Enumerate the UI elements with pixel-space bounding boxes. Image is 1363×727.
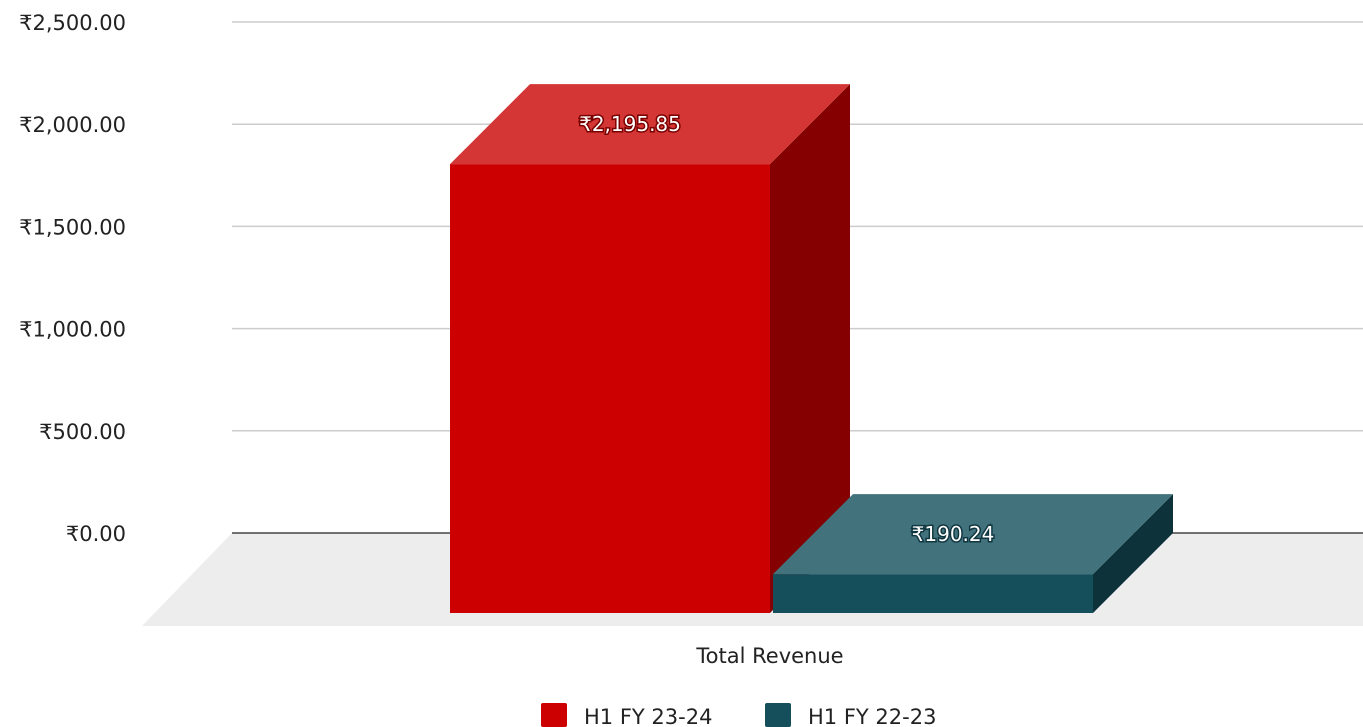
bar-front-face: [450, 164, 770, 613]
bar-top-face: [450, 84, 850, 165]
bars: [450, 84, 1173, 613]
bar-side-face: [770, 84, 850, 613]
legend-swatch: [541, 703, 567, 727]
y-tick-label: ₹500.00: [39, 420, 126, 444]
y-tick-label: ₹1,000.00: [19, 318, 126, 342]
legend-item: H1 FY 22-23: [765, 703, 936, 727]
y-tick-label: ₹2,000.00: [19, 113, 126, 137]
legend-label: H1 FY 23-24: [584, 705, 712, 727]
y-axis-tick-labels: ₹2,500.00 ₹2,000.00 ₹1,500.00 ₹1,000.00 ₹500…: [19, 11, 126, 546]
legend-item: H1 FY 23-24: [541, 703, 712, 727]
data-label: ₹190.24: [912, 522, 995, 546]
y-tick-label: ₹0.00: [66, 522, 126, 546]
bar-h1-fy-23-24: [450, 84, 850, 613]
bar-side-face: [1093, 494, 1173, 613]
legend: H1 FY 23-24 H1 FY 22-23: [541, 703, 936, 727]
data-labels: ₹2,195.85 ₹190.24: [578, 111, 996, 548]
x-category-label: Total Revenue: [695, 644, 843, 668]
data-label: ₹2,195.85: [579, 112, 681, 136]
y-tick-label: ₹1,500.00: [19, 215, 126, 239]
y-tick-label: ₹2,500.00: [19, 11, 126, 35]
bar-h1-fy-22-23: [773, 494, 1173, 613]
bar-front-face: [773, 574, 1093, 613]
legend-swatch: [765, 703, 791, 727]
legend-label: H1 FY 22-23: [808, 705, 936, 727]
bar-top-face: [773, 494, 1173, 575]
